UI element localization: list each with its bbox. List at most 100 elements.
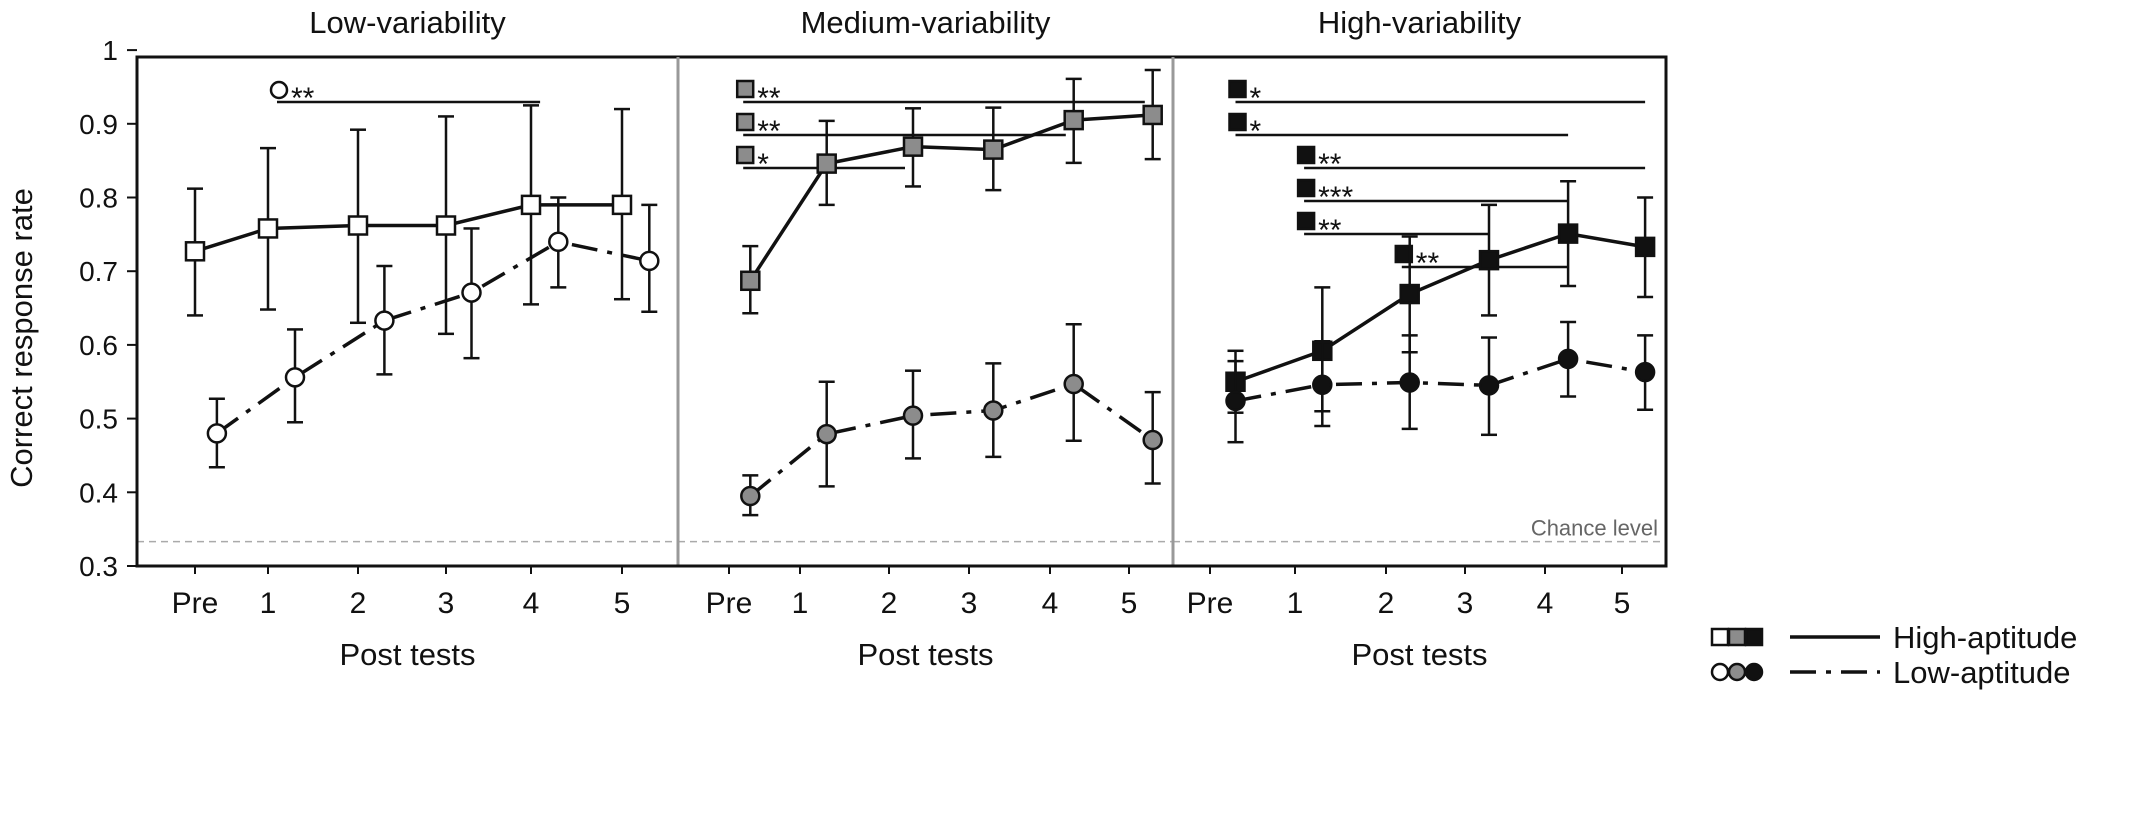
significance-marker-square	[1296, 211, 1316, 231]
significance-marker-circle	[269, 80, 289, 100]
series-line-low-aptitude	[749, 382, 1154, 498]
legend-marker-circle	[1727, 662, 1747, 682]
data-point-high-aptitude	[347, 215, 369, 236]
panel-title: Medium-variability	[801, 5, 1051, 40]
significance-stars: *	[757, 148, 769, 181]
significance-marker-square	[1394, 244, 1414, 264]
x-tick-label: 5	[1121, 587, 1138, 620]
significance-marker-square	[1296, 178, 1316, 198]
panel-2: High-variability***********Chance levelP…	[1171, 5, 1668, 672]
x-tick-label: 1	[792, 587, 809, 620]
panel-0: Low-variability ** Pre 1 2 3 4 5 Post tests	[135, 5, 680, 672]
x-tick-label: 3	[438, 587, 455, 620]
data-point-high-aptitude	[740, 270, 761, 292]
data-point-low-aptitude	[1399, 372, 1420, 393]
panel-title: High-variability	[1318, 5, 1522, 40]
data-point-high-aptitude	[983, 139, 1004, 160]
x-tick-label: 4	[523, 587, 540, 620]
data-point-low-aptitude	[740, 485, 761, 507]
x-tick-label: 4	[1042, 587, 1059, 620]
x-tick-label: 5	[614, 587, 631, 620]
legend-marker-square	[1710, 627, 1730, 647]
x-tick-label: 3	[961, 587, 978, 620]
chance-level-label: Chance level	[1531, 516, 1658, 541]
data-point-low-aptitude	[1142, 429, 1163, 451]
data-point-high-aptitude	[1634, 236, 1656, 258]
significance-marker-square	[735, 112, 755, 132]
legend-marker-circle	[1744, 662, 1764, 682]
legend-label: High-aptitude	[1893, 620, 2077, 655]
y-tick-label: 0.3	[79, 551, 118, 582]
data-point-high-aptitude	[435, 215, 457, 236]
y-tick-label: 1	[102, 35, 118, 66]
data-point-high-aptitude	[1478, 249, 1500, 271]
data-point-low-aptitude	[1063, 373, 1084, 395]
significance-marker-square	[1296, 145, 1316, 165]
panel-frame	[1171, 55, 1668, 568]
x-tick-label: 1	[1287, 587, 1304, 620]
data-point-high-aptitude	[257, 218, 279, 239]
significance-stars: **	[1318, 148, 1342, 181]
significance-marker-square	[1228, 79, 1247, 99]
significance-stars: *	[1250, 115, 1262, 148]
x-tick-label: 1	[260, 587, 277, 620]
data-point-low-aptitude	[284, 367, 306, 388]
y-tick-label: 0.5	[79, 404, 118, 435]
data-point-low-aptitude	[902, 405, 924, 426]
data-point-low-aptitude	[374, 310, 395, 331]
x-axis-label: Post tests	[339, 637, 475, 672]
significance-stars: **	[291, 82, 315, 115]
data-point-high-aptitude	[1142, 104, 1163, 126]
x-tick-label: Pre	[1187, 587, 1234, 620]
x-axis-label: Post tests	[1351, 637, 1487, 672]
y-axis-label: Correct response rate	[4, 188, 39, 488]
series-line-high-aptitude	[748, 113, 1153, 282]
significance-stars: **	[1318, 214, 1342, 247]
panel-title: Low-variability	[309, 5, 506, 40]
data-point-low-aptitude	[1312, 374, 1333, 395]
data-point-low-aptitude	[983, 400, 1004, 421]
y-tick-label: 0.9	[79, 109, 118, 140]
data-point-high-aptitude	[902, 136, 924, 157]
significance-stars: **	[757, 115, 781, 148]
y-tick-label: 0.8	[79, 183, 118, 214]
significance-stars: **	[1416, 247, 1440, 280]
data-point-low-aptitude	[461, 282, 482, 303]
legend-marker-circle	[1710, 662, 1730, 682]
x-tick-label: 5	[1614, 587, 1631, 620]
data-point-low-aptitude	[816, 423, 837, 445]
legend-marker-square	[1744, 627, 1764, 647]
x-tick-label: Pre	[172, 587, 219, 620]
legend-label: Low-aptitude	[1893, 655, 2071, 690]
series-line-low-aptitude	[1235, 357, 1646, 403]
data-point-high-aptitude	[184, 241, 206, 262]
data-point-high-aptitude	[1557, 223, 1579, 244]
x-tick-label: 2	[881, 587, 898, 620]
series-line-high-aptitude	[1234, 231, 1646, 384]
series-line-high-aptitude	[194, 203, 622, 253]
significance-marker-square	[1228, 112, 1247, 132]
x-tick-label: 2	[350, 587, 367, 620]
data-point-low-aptitude	[1225, 390, 1246, 412]
data-point-high-aptitude	[611, 194, 633, 216]
y-axis: 0.3 0.4 0.5 0.6 0.7 0.8 0.9 1	[79, 35, 137, 582]
data-point-low-aptitude	[639, 250, 660, 272]
data-point-high-aptitude	[816, 153, 837, 174]
legend-marker-square	[1727, 627, 1747, 647]
x-axis-label: Post tests	[857, 637, 993, 672]
data-point-low-aptitude	[1478, 375, 1500, 396]
data-point-low-aptitude	[1634, 361, 1656, 383]
x-tick-label: 2	[1378, 587, 1395, 620]
data-point-low-aptitude	[548, 231, 569, 252]
data-point-low-aptitude	[206, 423, 228, 444]
significance-stars: **	[757, 82, 781, 115]
x-tick-label: Pre	[706, 587, 753, 620]
y-tick-label: 0.4	[79, 477, 118, 508]
data-point-high-aptitude	[1063, 109, 1084, 131]
data-point-low-aptitude	[1557, 348, 1579, 370]
significance-marker-square	[735, 79, 755, 99]
data-point-high-aptitude	[520, 194, 542, 216]
